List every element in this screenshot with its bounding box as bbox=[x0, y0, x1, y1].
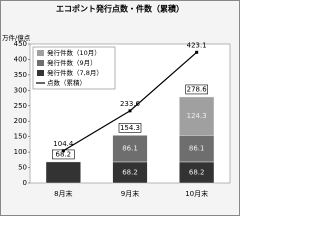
y-tick-label: 450 bbox=[14, 40, 27, 48]
x-tick-label: 10月末 bbox=[185, 189, 208, 198]
legend-swatch bbox=[37, 50, 44, 56]
legend-label: 発行件数（9月） bbox=[47, 58, 97, 67]
total-label-box bbox=[118, 123, 142, 133]
line-marker bbox=[61, 149, 65, 153]
x-tick-label: 9月末 bbox=[121, 189, 139, 198]
bar-segment bbox=[179, 135, 215, 163]
bar-segment bbox=[179, 96, 215, 136]
line-marker bbox=[128, 109, 132, 113]
y-tick-label: 100 bbox=[14, 148, 27, 156]
bar-segment bbox=[45, 161, 81, 184]
legend-box bbox=[32, 46, 116, 90]
line-label: 423.1 bbox=[187, 41, 207, 49]
y-tick-label: 250 bbox=[14, 102, 27, 110]
legend-label: 発行件数（10月） bbox=[47, 48, 101, 57]
line-marker bbox=[195, 50, 199, 54]
total-label: 154.3 bbox=[120, 124, 140, 132]
y-tick-label: 50 bbox=[18, 164, 27, 172]
y-tick-label: 0 bbox=[23, 179, 27, 187]
total-label: 278.6 bbox=[187, 85, 208, 93]
segment-label: 86.1 bbox=[122, 145, 138, 153]
segment-label: 86.1 bbox=[189, 145, 205, 153]
y-tick-label: 300 bbox=[14, 86, 27, 94]
total-label: 68.2 bbox=[56, 150, 72, 158]
segment-label: 124.3 bbox=[187, 112, 207, 120]
y-tick-label: 150 bbox=[14, 133, 27, 141]
legend-label: 発行件数（7,8月） bbox=[47, 68, 103, 77]
line-label: 104.4 bbox=[53, 140, 74, 148]
y-tick-label: 200 bbox=[14, 117, 27, 125]
x-tick-label: 8月末 bbox=[54, 189, 72, 198]
chart: エコポント発行点数・件数（累積） 万件/億点 0 50 100 150 200 250 30… bbox=[0, 0, 240, 216]
bar-segment bbox=[112, 135, 148, 163]
legend-label: 点数（累積） bbox=[47, 78, 86, 87]
legend-swatch bbox=[37, 70, 44, 76]
segment-label: 68.2 bbox=[189, 168, 205, 176]
line-label: 233.6 bbox=[120, 100, 141, 108]
y-axis-label: 万件/億点 bbox=[2, 33, 31, 42]
chart-title: エコポント発行点数・件数（累積） bbox=[56, 4, 184, 14]
segment-label: 68.2 bbox=[122, 168, 138, 176]
total-label-box bbox=[185, 84, 208, 95]
legend-swatch bbox=[37, 60, 44, 66]
y-tick-label: 350 bbox=[14, 71, 27, 79]
y-tick-label: 400 bbox=[14, 55, 27, 63]
